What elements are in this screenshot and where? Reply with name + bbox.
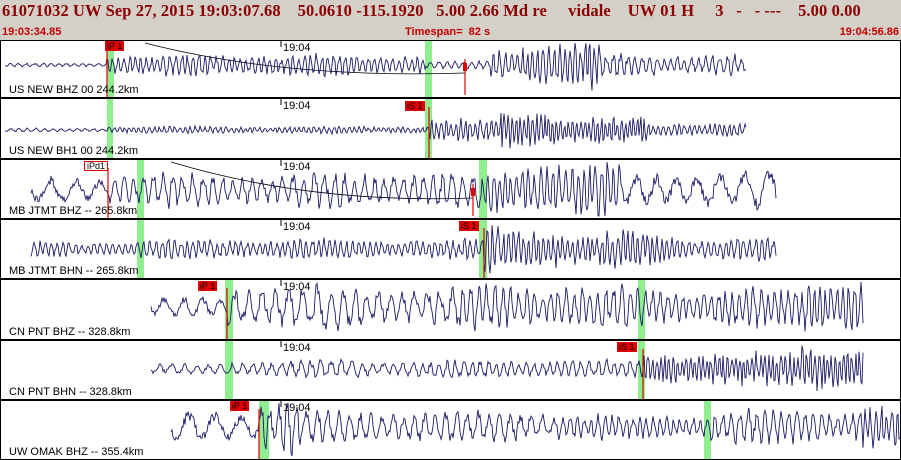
seismogram-trace[interactable] xyxy=(1,341,900,399)
event-header-bar: 61071032 UW Sep 27, 2015 19:03:07.68 50.… xyxy=(0,0,901,26)
channel-label: US NEW BHZ 00 244.2km xyxy=(9,84,139,96)
time-window-band xyxy=(225,280,233,339)
event-summary-text: 61071032 UW Sep 27, 2015 19:03:07.68 50.… xyxy=(2,1,861,20)
waveform-panels[interactable]: 19:04 iP 1 US NEW BHZ 00 244.2km 19:04 i… xyxy=(0,40,901,460)
seismogram-trace[interactable] xyxy=(1,401,900,459)
waveform-panel[interactable]: 19:04 iS 1 MB JTMT BHN -- 265.8km xyxy=(0,219,901,279)
time-window-band xyxy=(225,341,233,399)
phase-pick-flag[interactable]: iS 1 xyxy=(617,342,637,352)
channel-label: CN PNT BHZ -- 328.8km xyxy=(9,326,131,338)
minute-marker-label: 19:04 xyxy=(283,161,311,173)
waveform-panel[interactable]: 19:04 iP 1 CN PNT BHZ -- 328.8km xyxy=(0,279,901,340)
waveform-line xyxy=(150,345,864,392)
channel-label: CN PNT BHN -- 328.8km xyxy=(9,386,132,398)
travel-time-curve xyxy=(170,161,474,200)
minute-marker-label: 19:04 xyxy=(283,100,311,112)
channel-label: MB JTMT BHN -- 265.8km xyxy=(9,265,139,277)
seismogram-trace[interactable] xyxy=(1,280,900,339)
time-window-band xyxy=(704,401,711,459)
seismogram-trace[interactable] xyxy=(1,41,900,97)
minute-marker-label: 19:04 xyxy=(283,221,311,233)
waveform-panel[interactable]: 19:04 iP 1 US NEW BHZ 00 244.2km xyxy=(0,40,901,98)
timespan-label: Timespan= 82 s xyxy=(405,26,491,38)
phase-pick-flag[interactable]: iS 1 xyxy=(405,101,425,111)
seismogram-trace[interactable] xyxy=(1,160,900,218)
waveform-panel[interactable]: 19:04 iP 1 UW OMAK BHZ -- 355.4km xyxy=(0,400,901,460)
channel-label: US NEW BH1 00 244.2km xyxy=(9,145,138,157)
waveform-line xyxy=(170,402,900,457)
time-window-band xyxy=(137,220,144,278)
minute-marker-label: 19:04 xyxy=(283,342,311,354)
predicted-arrival-box xyxy=(471,188,475,196)
minute-marker-label: 19:04 xyxy=(283,281,311,293)
seismogram-trace[interactable] xyxy=(1,99,900,158)
phase-pick-flag[interactable]: iS 1 xyxy=(459,221,479,231)
seismogram-trace[interactable] xyxy=(1,220,900,278)
phase-pick-flag[interactable]: iP 1 xyxy=(230,401,250,411)
predicted-arrival-box xyxy=(463,63,467,71)
waveform-panel[interactable]: 19:04 iPd1 MB JTMT BHZ -- 265.8km xyxy=(0,159,901,219)
time-window-band xyxy=(137,160,144,218)
waveform-panel[interactable]: 19:04 iS 1 CN PNT BHN -- 328.8km xyxy=(0,340,901,400)
start-time: 19:03:34.85 xyxy=(2,26,62,38)
waveform-line xyxy=(150,281,864,332)
end-time: 19:04:56.86 xyxy=(839,26,899,38)
waveform-line xyxy=(30,161,777,217)
waveform-line xyxy=(4,112,747,149)
time-window-band xyxy=(638,280,645,339)
minute-marker-label: 19:04 xyxy=(283,42,311,54)
time-window-band xyxy=(638,341,645,399)
phase-pick-flag[interactable]: iP 1 xyxy=(198,281,218,291)
waveform-panel[interactable]: 19:04 iS 1 US NEW BH1 00 244.2km xyxy=(0,98,901,159)
waveform-line xyxy=(30,225,777,274)
time-window-band xyxy=(425,41,432,97)
minute-marker-label: 19:04 xyxy=(283,402,311,414)
phase-pick-flag[interactable]: iPd1 xyxy=(84,161,109,171)
channel-label: UW OMAK BHZ -- 355.4km xyxy=(9,446,144,458)
phase-pick-flag[interactable]: iP 1 xyxy=(105,41,125,51)
waveform-line xyxy=(4,42,747,91)
time-range-bar: 19:03:34.85 Timespan= 82 s 19:04:56.86 xyxy=(0,26,901,40)
channel-label: MB JTMT BHZ -- 265.8km xyxy=(9,205,138,217)
